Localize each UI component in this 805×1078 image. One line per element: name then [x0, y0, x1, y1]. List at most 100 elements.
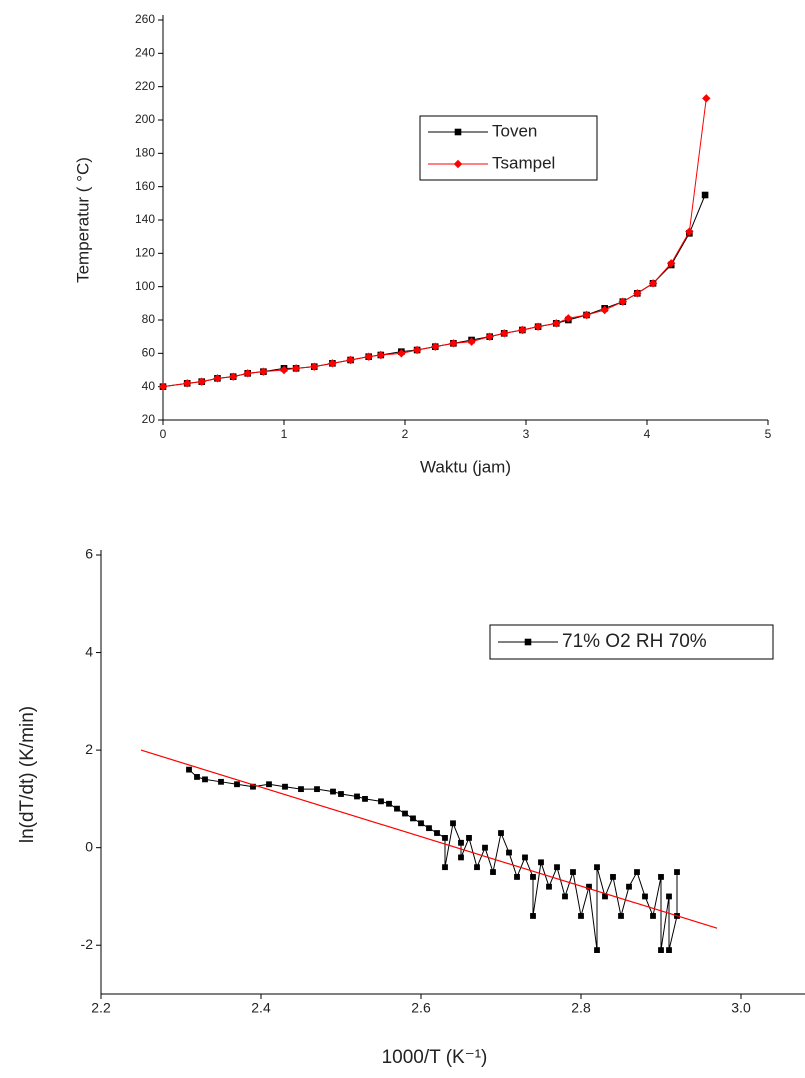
data-point	[554, 864, 560, 871]
data-point	[458, 839, 464, 846]
data-point	[594, 947, 600, 954]
data-point	[666, 893, 672, 900]
data-point	[376, 350, 386, 360]
data-point	[412, 345, 422, 355]
data-point	[500, 329, 509, 338]
data-point	[570, 869, 576, 875]
data-point	[562, 893, 568, 900]
data-point	[490, 869, 496, 875]
y-tick-label: 200	[135, 112, 155, 126]
data-point	[386, 800, 392, 807]
y-tick-label: 20	[142, 412, 156, 426]
data-point	[634, 869, 640, 875]
data-point	[362, 795, 368, 802]
fit-line	[140, 749, 718, 929]
data-point	[259, 367, 268, 376]
data-point	[279, 365, 289, 375]
data-point	[197, 377, 206, 386]
data-point	[449, 339, 458, 348]
x-tick-label: 2.8	[571, 1000, 591, 1016]
x-tick-label: 2.2	[91, 1000, 111, 1016]
data-point	[158, 382, 168, 391]
legend-marker	[454, 128, 462, 136]
data-point	[266, 781, 272, 788]
y-tick-label: 40	[142, 379, 156, 393]
x-tick-label: 3	[523, 427, 530, 441]
y-tick-label: 180	[135, 146, 155, 160]
y-axis-label: Temperatur ( °C)	[73, 157, 92, 283]
data-point	[442, 835, 448, 841]
data-point	[514, 874, 520, 880]
data-point	[658, 874, 664, 880]
data-point	[552, 319, 561, 328]
x-tick-label: 2	[402, 427, 409, 441]
y-tick-label: 6	[85, 546, 93, 562]
data-point	[338, 791, 344, 797]
legend-marker	[524, 638, 532, 646]
data-point	[346, 355, 355, 365]
data-point	[228, 372, 238, 381]
data-point	[582, 310, 591, 320]
data-point	[602, 893, 608, 900]
y-tick-label: 100	[135, 279, 155, 293]
data-point	[442, 864, 448, 871]
x-tick-label: 5	[765, 427, 772, 441]
x-tick-label: 3.0	[731, 1000, 751, 1016]
series-line	[188, 769, 678, 951]
x-tick-label: 1	[281, 427, 288, 441]
data-point	[330, 788, 336, 795]
data-point	[594, 864, 600, 871]
data-point	[538, 859, 544, 866]
data-point	[546, 883, 552, 890]
legend-box	[419, 115, 598, 181]
series-line	[162, 194, 706, 388]
data-point	[482, 844, 488, 851]
data-point	[234, 781, 240, 788]
data-point	[378, 798, 384, 805]
data-point	[310, 362, 319, 371]
y-tick-label: 60	[142, 346, 156, 360]
y-tick-label: 80	[142, 312, 156, 326]
x-tick-label: 2.4	[251, 1000, 271, 1016]
y-tick-label: 2	[85, 741, 93, 757]
data-point	[701, 191, 709, 199]
x-tick-label: 2.6	[411, 1000, 431, 1016]
data-point	[410, 815, 416, 822]
data-point	[674, 869, 680, 875]
y-tick-label: 120	[135, 246, 155, 260]
data-point	[666, 259, 676, 268]
data-point	[518, 325, 527, 335]
data-point	[202, 776, 208, 783]
data-point	[186, 766, 192, 773]
data-point	[282, 783, 288, 790]
data-point	[498, 830, 504, 836]
legend-box	[489, 624, 774, 660]
y-tick-label: 240	[135, 46, 155, 60]
y-tick-label: 140	[135, 212, 155, 226]
data-point	[434, 830, 440, 836]
data-point	[458, 854, 464, 861]
legend-label: Tsampel	[492, 153, 555, 172]
data-point	[467, 337, 476, 346]
data-point	[243, 369, 252, 378]
data-point	[650, 913, 656, 919]
y-tick-label: -2	[81, 936, 94, 952]
data-point	[666, 947, 672, 954]
data-point	[533, 322, 543, 331]
data-point	[626, 883, 632, 890]
legend-label: 71% O2 RH 70%	[562, 631, 707, 652]
data-point	[633, 289, 642, 298]
data-point	[397, 349, 406, 358]
data-point	[402, 810, 408, 817]
data-point	[213, 374, 222, 383]
data-point	[578, 913, 584, 919]
data-point	[354, 793, 360, 800]
data-point	[522, 854, 528, 861]
y-axis-label: ln(dT/dt) (K/min)	[17, 706, 38, 843]
data-point	[291, 364, 301, 373]
data-point	[685, 227, 694, 236]
data-point	[618, 913, 624, 919]
x-axis-label: Waktu (jam)	[420, 457, 511, 476]
